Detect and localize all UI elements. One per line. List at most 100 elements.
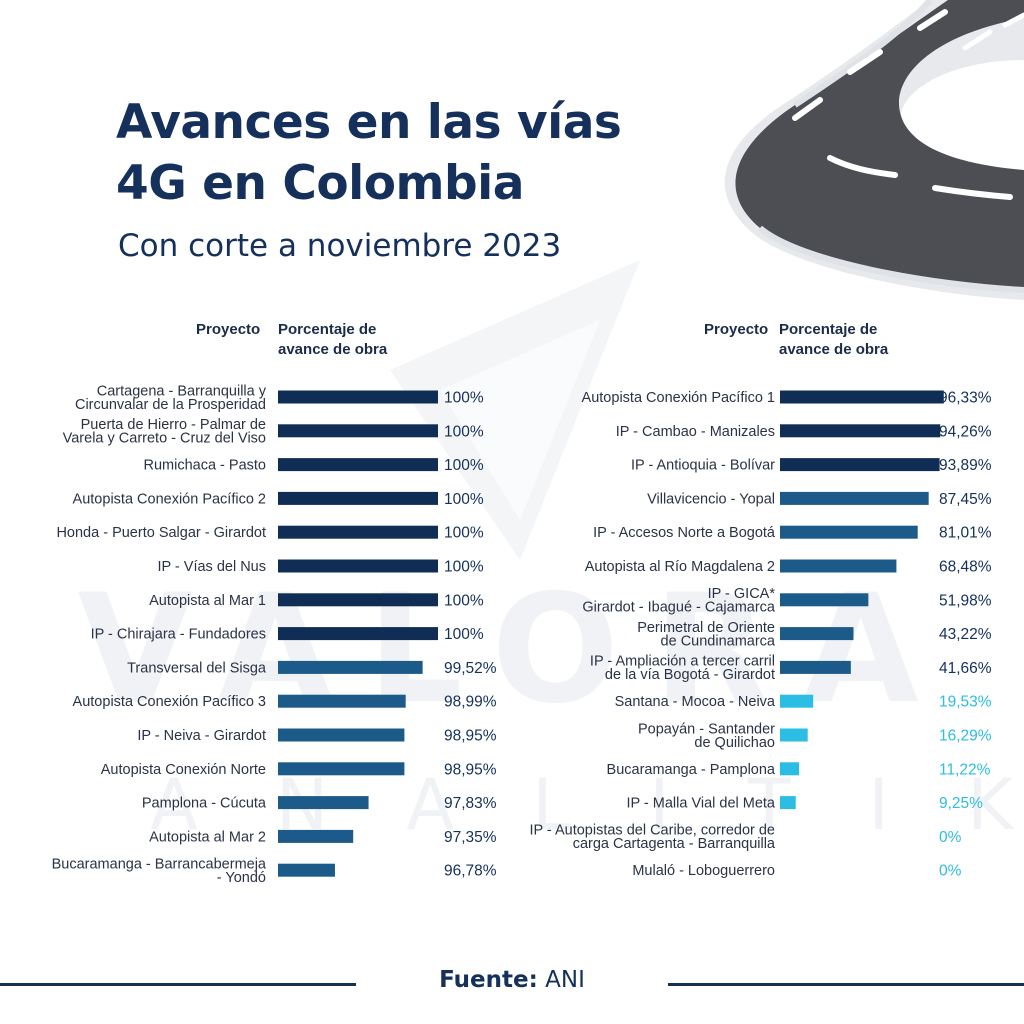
right-bar <box>780 796 796 810</box>
left-category-label: Transversal del Sisga <box>127 660 267 676</box>
right-value-label: 87,45% <box>939 491 992 508</box>
left-category-label: Puerta de Hierro - Palmar de Varela y Car… <box>63 417 266 447</box>
left-bar <box>278 694 406 708</box>
chart-left: Cartagena - Barranquilla y Circunvalar de… <box>0 380 500 890</box>
left-category-label: Autopista al Mar 2 <box>149 829 266 845</box>
left-category-label: Bucaramanga - Barrancabermeja - Yondó <box>52 856 267 886</box>
right-value-label: 9,25% <box>939 795 983 812</box>
left-value-label: 100% <box>444 592 484 609</box>
left-value-label: 100% <box>444 423 484 440</box>
left-bar <box>278 762 405 776</box>
right-category-label: Villavicencio - Yopal <box>647 491 775 507</box>
right-category-label: IP - Accesos Norte a Bogotá <box>593 525 776 541</box>
right-bar <box>780 424 941 438</box>
left-value-label: 98,95% <box>444 761 497 778</box>
right-value-label: 41,66% <box>939 660 992 677</box>
left-bar <box>278 863 335 877</box>
right-category-label: Bucaramanga - Pamplona <box>607 762 776 778</box>
right-category-label: Popayán - Santander de Quilichao <box>638 721 775 751</box>
left-bar <box>278 796 369 810</box>
left-bar <box>278 525 438 539</box>
left-category-label: Autopista Conexión Pacífico 2 <box>73 491 266 507</box>
right-bar <box>780 525 918 539</box>
left-value-label: 100% <box>444 525 484 542</box>
left-bar <box>278 491 438 505</box>
right-bar <box>780 627 854 641</box>
right-percent-header-line-2: avance de obra <box>779 341 889 358</box>
subtitle: Con corte a noviembre 2023 <box>118 228 562 264</box>
right-category-label: Mulaló - Loboguerrero <box>632 863 775 879</box>
source-label: Fuente: <box>439 967 538 993</box>
title-line-2: 4G en Colombia <box>116 156 524 211</box>
left-percent-header-line-2: avance de obra <box>278 341 388 358</box>
left-value-label: 100% <box>444 626 484 643</box>
right-bar <box>780 660 851 674</box>
right-category-label: Santana - Mocoa - Neiva <box>615 694 776 710</box>
left-category-label: Rumichaca - Pasto <box>144 458 267 474</box>
right-category-label: IP - Cambao - Manizales <box>616 424 775 440</box>
left-bar <box>278 728 405 742</box>
left-category-label: Autopista al Mar 1 <box>149 593 266 609</box>
left-value-label: 98,95% <box>444 728 497 745</box>
left-value-label: 100% <box>444 457 484 474</box>
footer-line-right <box>668 983 1024 986</box>
right-category-label: IP - GICA* Girardot - Ibagué - Cajamarca <box>582 586 776 616</box>
right-value-label: 16,29% <box>939 728 992 745</box>
right-value-label: 81,01% <box>939 525 992 542</box>
left-value-label: 97,83% <box>444 795 497 812</box>
right-percent-header: Porcentaje de avance de obra <box>779 320 929 360</box>
left-category-label: Cartagena - Barranquilla y Circunvalar de… <box>75 383 267 413</box>
left-value-label: 100% <box>444 390 484 407</box>
right-value-label: 68,48% <box>939 559 992 576</box>
left-value-label: 98,99% <box>444 694 497 711</box>
right-category-label: Perimetral de Oriente de Cundinamarca <box>637 620 776 650</box>
left-bar <box>278 424 438 438</box>
right-category-label: IP - Malla Vial del Meta <box>626 796 775 812</box>
right-bar <box>780 390 944 404</box>
source-note: Fuente: ANI <box>0 967 1024 993</box>
left-category-label: Autopista Conexión Norte <box>101 762 266 778</box>
right-value-label: 11,22% <box>939 761 991 778</box>
right-value-label: 96,33% <box>939 390 992 407</box>
left-project-header: Proyecto <box>196 321 261 338</box>
left-value-label: 97,35% <box>444 829 497 846</box>
right-category-label: IP - Autopistas del Caribe, corredor de c… <box>529 823 775 853</box>
right-value-label: 19,53% <box>939 694 992 711</box>
right-category-label: Autopista al Río Magdalena 2 <box>585 559 775 575</box>
left-bar <box>278 458 438 472</box>
right-bar <box>780 694 814 708</box>
right-percent-header-line-1: Porcentaje de <box>779 321 878 338</box>
chart-left-svg: Cartagena - Barranquilla y Circunvalar de… <box>52 383 497 886</box>
right-value-label: 51,98% <box>939 592 992 609</box>
title-line-1: Avances en las vías <box>116 95 622 150</box>
left-value-label: 100% <box>444 559 484 576</box>
right-bar <box>780 593 869 607</box>
left-bar <box>278 829 354 843</box>
right-bar <box>780 458 940 472</box>
right-value-label: 0% <box>939 863 962 880</box>
right-category-label: IP - Antioquia - Bolívar <box>631 458 775 474</box>
left-value-label: 99,52% <box>444 660 497 677</box>
left-percent-header-line-1: Porcentaje de <box>278 321 377 338</box>
left-category-label: IP - Vías del Nus <box>157 559 266 575</box>
left-value-label: 100% <box>444 491 484 508</box>
chart-right-svg: Autopista Conexión Pacífico 1 96,33% IP - … <box>529 390 992 880</box>
right-category-label: Autopista Conexión Pacífico 1 <box>582 390 775 406</box>
right-bar <box>780 559 897 573</box>
right-value-label: 43,22% <box>939 626 992 643</box>
left-bar <box>278 390 438 404</box>
left-category-label: Pamplona - Cúcuta <box>142 796 267 812</box>
left-bar <box>278 559 438 573</box>
left-value-label: 96,78% <box>444 863 497 880</box>
left-category-label: IP - Chirajara - Fundadores <box>91 627 266 643</box>
right-value-label: 93,89% <box>939 457 992 474</box>
footer-line-left <box>0 983 356 986</box>
source-value: ANI <box>545 967 585 993</box>
left-category-label: IP - Neiva - Girardot <box>137 728 266 744</box>
right-bar <box>780 728 808 742</box>
right-value-label: 94,26% <box>939 423 992 440</box>
chart-right: Autopista Conexión Pacífico 1 96,33% IP - … <box>512 380 1012 890</box>
left-bar <box>278 627 438 641</box>
left-bar <box>278 593 438 607</box>
page-title: Avances en las vías 4G en Colombia <box>116 92 622 214</box>
